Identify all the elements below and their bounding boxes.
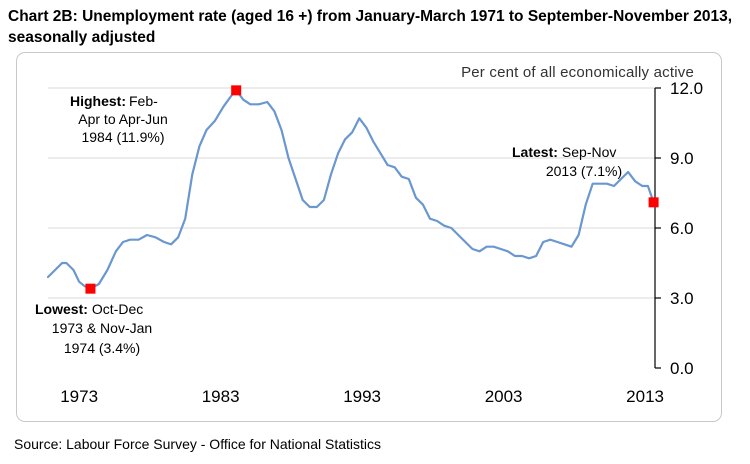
y-axis-label: Per cent of all economically active: [461, 64, 694, 81]
annotation-lowest-rest: Oct-Dec: [92, 301, 143, 317]
annotation-highest-line1: Highest: Feb-: [70, 93, 158, 109]
marker-latest: [648, 197, 659, 208]
annotation-lowest-line3: 1974 (3.4%): [64, 340, 140, 356]
x-tick-label: 2013: [626, 387, 664, 406]
annotation-latest-line2: 2013 (7.1%): [546, 163, 622, 179]
x-tick-labels: 1973 1983 1993 2003 2013: [60, 387, 664, 406]
chart-frame: [16, 52, 722, 422]
annotation-latest-rest: Sep-Nov: [562, 144, 616, 160]
x-tick-label: 2003: [485, 387, 523, 406]
annotation-latest-line1: Latest: Sep-Nov: [512, 144, 616, 160]
y-tick-label: 9.0: [670, 149, 694, 168]
series: [46, 89, 655, 290]
x-tick-label: 1993: [343, 387, 381, 406]
gridlines: [48, 87, 655, 299]
x-tick-label: 1983: [202, 387, 240, 406]
y-axis: [654, 87, 661, 369]
annotation-latest: Latest: Sep-Nov 2013 (7.1%): [512, 144, 622, 179]
annotation-lowest-line1: Lowest: Oct-Dec: [35, 301, 143, 317]
y-tick-labels: 0.0 3.0 6.0 9.0 12.0: [670, 79, 703, 378]
series-line-unemployment-rate: [46, 89, 655, 290]
source-note: Source: Labour Force Survey - Office for…: [14, 436, 382, 452]
annotation-highest-rest: Feb-: [129, 93, 158, 109]
annotation-highest-line3: 1984 (11.9%): [81, 129, 164, 145]
y-tick-label: 3.0: [670, 289, 694, 308]
annotation-latest-bold: Latest:: [512, 144, 558, 160]
annotation-highest-line2: Apr to Apr-Jun: [78, 111, 168, 127]
y-tick-label: 12.0: [670, 79, 703, 98]
annotation-lowest: Lowest: Oct-Dec 1973 & Nov-Jan 1974 (3.4%…: [35, 301, 152, 356]
y-tick-label: 0.0: [670, 359, 694, 378]
annotation-highest: Highest: Feb- Apr to Apr-Jun 1984 (11.9%): [70, 93, 168, 145]
y-tick-label: 6.0: [670, 219, 694, 238]
marker-lowest: [85, 283, 96, 294]
annotation-lowest-bold: Lowest:: [35, 301, 88, 317]
annotation-lowest-line2: 1973 & Nov-Jan: [52, 320, 152, 336]
annotation-highest-bold: Highest:: [70, 93, 126, 109]
marker-highest: [231, 85, 242, 96]
x-tick-label: 1973: [60, 387, 98, 406]
markers: [85, 85, 659, 294]
chart-title: Chart 2B: Unemployment rate (aged 16 +) …: [8, 8, 732, 46]
